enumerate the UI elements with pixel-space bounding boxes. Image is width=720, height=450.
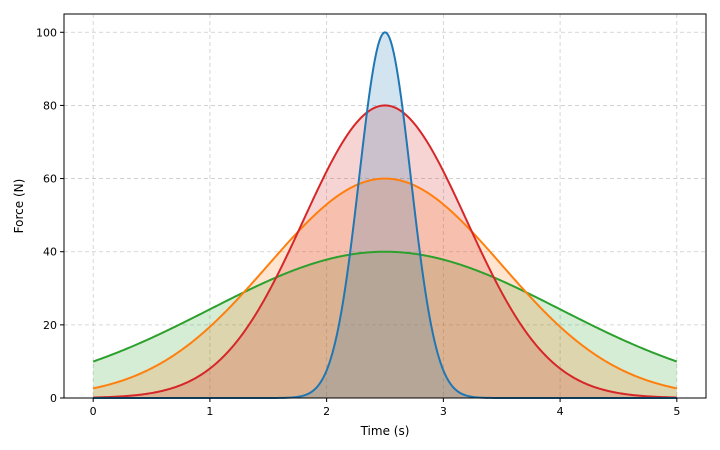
x-tick-label: 1: [206, 405, 213, 418]
series-3-area: [93, 32, 677, 398]
ticks: 0 1 2 3 4 5 0 20 40 60 80 100: [36, 26, 680, 418]
x-tick-label: 5: [673, 405, 680, 418]
x-tick-label: 4: [557, 405, 564, 418]
y-axis-label: Force (N): [12, 179, 26, 234]
y-tick-label: 0: [50, 392, 57, 405]
series-1-area: [93, 178, 677, 398]
series-2-line: [93, 104, 677, 399]
series-0-line: [92, 250, 678, 363]
x-tick-label: 2: [323, 405, 330, 418]
series-0-area: [93, 251, 677, 398]
x-tick-label: 3: [440, 405, 447, 418]
area-fills: [93, 32, 677, 399]
y-tick-label: 100: [36, 26, 57, 39]
x-tick-label: 0: [90, 405, 97, 418]
plot-frame: [63, 13, 707, 399]
x-axis-label: Time (s): [360, 424, 410, 438]
y-tick-label: 20: [43, 319, 57, 332]
y-tick-label: 60: [43, 173, 57, 186]
y-tick-label: 40: [43, 246, 57, 259]
series-1-line: [92, 177, 678, 390]
y-tick-label: 80: [43, 99, 57, 112]
